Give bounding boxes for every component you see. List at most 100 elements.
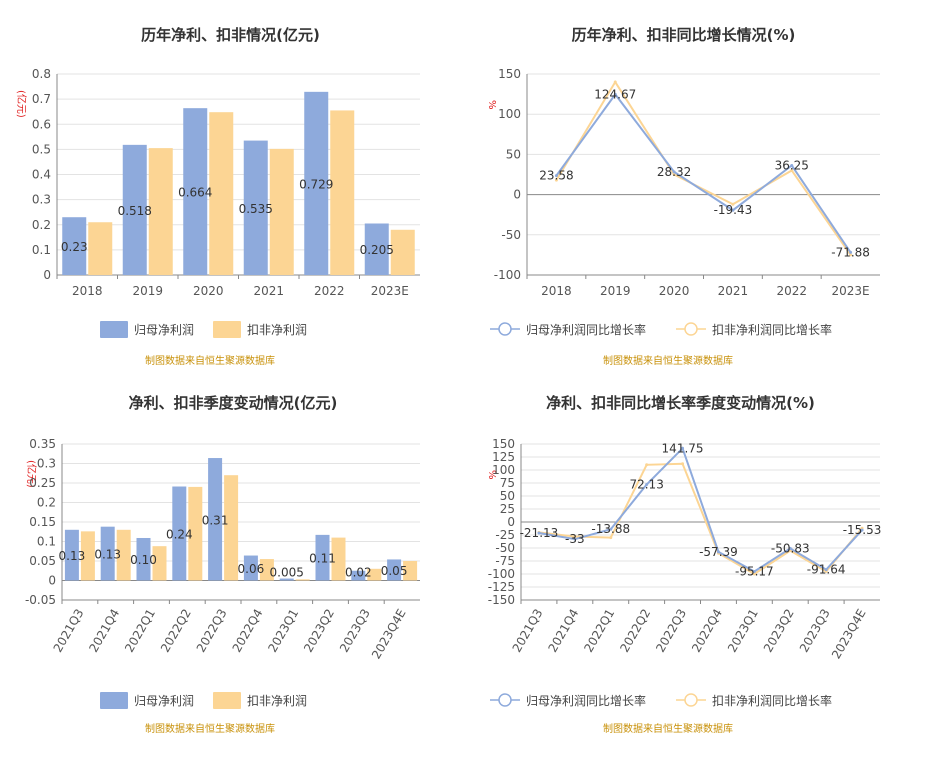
x-tick-label: 2021Q4 — [546, 607, 582, 655]
y-tick-label: -125 — [488, 580, 515, 594]
chart-quarterly-growth: 净利、扣非同比增长率季度变动情况(%)% -150 -125 -100 -75 -50 -2… — [466, 386, 932, 772]
chart-annual-profit: 历年净利、扣非情况(亿元) (亿元) 0 0.1 0.2 0.3 0.4 0.5 0.6 0.7 0… — [0, 0, 466, 386]
data-label: 36.25 — [775, 158, 809, 172]
data-label: 0.23 — [61, 240, 88, 254]
y-tick-label: -25 — [495, 528, 515, 542]
chart-title: 历年净利、扣非情况(亿元) — [141, 26, 320, 44]
data-label: -71.88 — [831, 245, 870, 259]
chart-quarterly-profit: 净利、扣非季度变动情况(亿元) (亿元) -0.05 0 0.05 0.1 0.15 0.2 0… — [0, 386, 466, 772]
bar-net-profit — [64, 529, 79, 581]
y-tick-label: 125 — [492, 450, 515, 464]
data-label: 0.05 — [381, 564, 408, 578]
line-point — [860, 528, 864, 532]
y-tick-label: 0.3 — [37, 457, 56, 471]
x-tick-label: 2023E — [832, 284, 870, 298]
legend-label: 归母净利润同比增长率 — [526, 693, 646, 708]
chart-group: 净利、扣非同比增长率季度变动情况(%)%-150-125-100-75-50-2… — [486, 394, 881, 735]
line-deducted-growth — [555, 80, 852, 256]
data-label: 141.75 — [662, 441, 704, 455]
x-tick-label: 2021Q4 — [86, 607, 122, 655]
bar-net-profit — [243, 140, 268, 275]
source-note: 制图数据来自恒生聚源数据库 — [603, 722, 733, 735]
chart-quarterly-profit-svg: 净利、扣非季度变动情况(亿元) (亿元) -0.05 0 0.05 0.1 0.15 0.2 0… — [25, 394, 420, 735]
y-axis-unit: (亿元) — [15, 90, 28, 118]
legend-swatch — [100, 692, 128, 709]
bar-net-profit — [351, 570, 366, 581]
data-label: 23.58 — [539, 169, 573, 183]
x-tick-label: 2022Q4 — [230, 607, 266, 655]
x-tick-label: 2022Q1 — [122, 607, 158, 655]
y-tick-label: -50 — [501, 228, 521, 242]
x-tick-label: 2020 — [659, 284, 690, 298]
data-label: -50.83 — [771, 541, 810, 555]
y-tick-label: 0.15 — [29, 515, 56, 529]
line-point — [824, 568, 828, 572]
bar-deducted-profit — [331, 537, 346, 581]
bar-net-profit — [279, 578, 294, 581]
x-tick-label: 2019 — [600, 284, 631, 298]
line-point — [790, 163, 794, 167]
y-axis-unit: % — [486, 470, 497, 480]
bar-net-profit — [364, 223, 389, 275]
y-tick-label: 0.3 — [32, 193, 51, 207]
y-tick-label: 50 — [506, 147, 521, 161]
chart-title: 净利、扣非同比增长率季度变动情况(%) — [546, 394, 815, 412]
data-label: 0.10 — [130, 553, 157, 567]
data-label: -15.53 — [843, 523, 882, 537]
data-label: 28.32 — [657, 165, 691, 179]
legend-marker — [684, 693, 698, 707]
bar-net-profit — [172, 486, 187, 581]
x-tick-label: 2019 — [132, 284, 163, 298]
data-label: 0.205 — [360, 243, 394, 257]
y-tick-label: 0 — [507, 515, 515, 529]
x-tick-label: 2022Q3 — [194, 607, 230, 655]
legend-label: 扣非净利润同比增长率 — [712, 693, 832, 708]
chart-group: 历年净利、扣非同比增长情况(%)% -100 -50 0 50 100 150 2018 201… — [486, 26, 880, 367]
x-tick-label: 2023Q3 — [337, 607, 373, 655]
x-tick-label: 2021 — [253, 284, 284, 298]
line-point — [613, 80, 617, 84]
y-tick-label: 0 — [48, 574, 56, 588]
legend-swatch — [213, 692, 241, 709]
x-tick-label: 2022Q2 — [158, 607, 194, 655]
legend-label: 归母净利润同比增长率 — [526, 322, 646, 337]
bar-net-profit — [208, 458, 223, 581]
y-tick-label: 0 — [43, 268, 51, 282]
legend-label: 扣非净利润 — [247, 323, 307, 337]
y-tick-label: 0.2 — [37, 496, 56, 510]
data-label: 0.518 — [118, 204, 152, 218]
x-tick-label: 2023E — [371, 284, 409, 298]
data-label: 0.13 — [94, 548, 121, 562]
chart-group: 净利、扣非季度变动情况(亿元) (亿元) -0.05 0 0.05 0.1 0.15 0.2 0… — [25, 394, 420, 735]
line-point — [672, 170, 676, 174]
data-label: 0.06 — [238, 562, 265, 576]
line-point — [716, 550, 720, 554]
source-note: 制图数据来自恒生聚源数据库 — [145, 354, 275, 367]
y-tick-label: -100 — [488, 567, 515, 581]
bar-deducted-profit — [403, 561, 418, 581]
x-tick-label: 2018 — [541, 284, 572, 298]
legend-swatch — [213, 321, 241, 338]
y-tick-label: -100 — [494, 268, 521, 282]
line-point — [731, 208, 735, 212]
legend-label: 扣非净利润 — [247, 694, 307, 708]
data-label: -13.88 — [591, 522, 630, 536]
x-tick-label: 2022 — [314, 284, 345, 298]
bar-deducted-profit — [152, 546, 167, 581]
data-label: 0.02 — [345, 566, 372, 580]
bar-deducted-profit — [295, 579, 310, 581]
chart-annual-growth: 历年净利、扣非同比增长情况(%)% -100 -50 0 50 100 150 2018 201… — [466, 0, 932, 386]
line-point — [849, 250, 853, 254]
data-label: 124.67 — [594, 87, 636, 101]
bar-deducted-profit — [259, 559, 274, 581]
line-point — [554, 174, 558, 178]
legend-marker — [684, 322, 698, 336]
legend-swatch — [100, 321, 128, 338]
line-point — [790, 168, 794, 172]
data-label: -91.64 — [807, 563, 846, 577]
legend-label: 扣非净利润同比增长率 — [712, 322, 832, 337]
bar-deducted-profit — [209, 112, 234, 275]
legend-marker — [498, 693, 512, 707]
line-point — [672, 173, 676, 176]
line-net-growth — [538, 446, 863, 573]
